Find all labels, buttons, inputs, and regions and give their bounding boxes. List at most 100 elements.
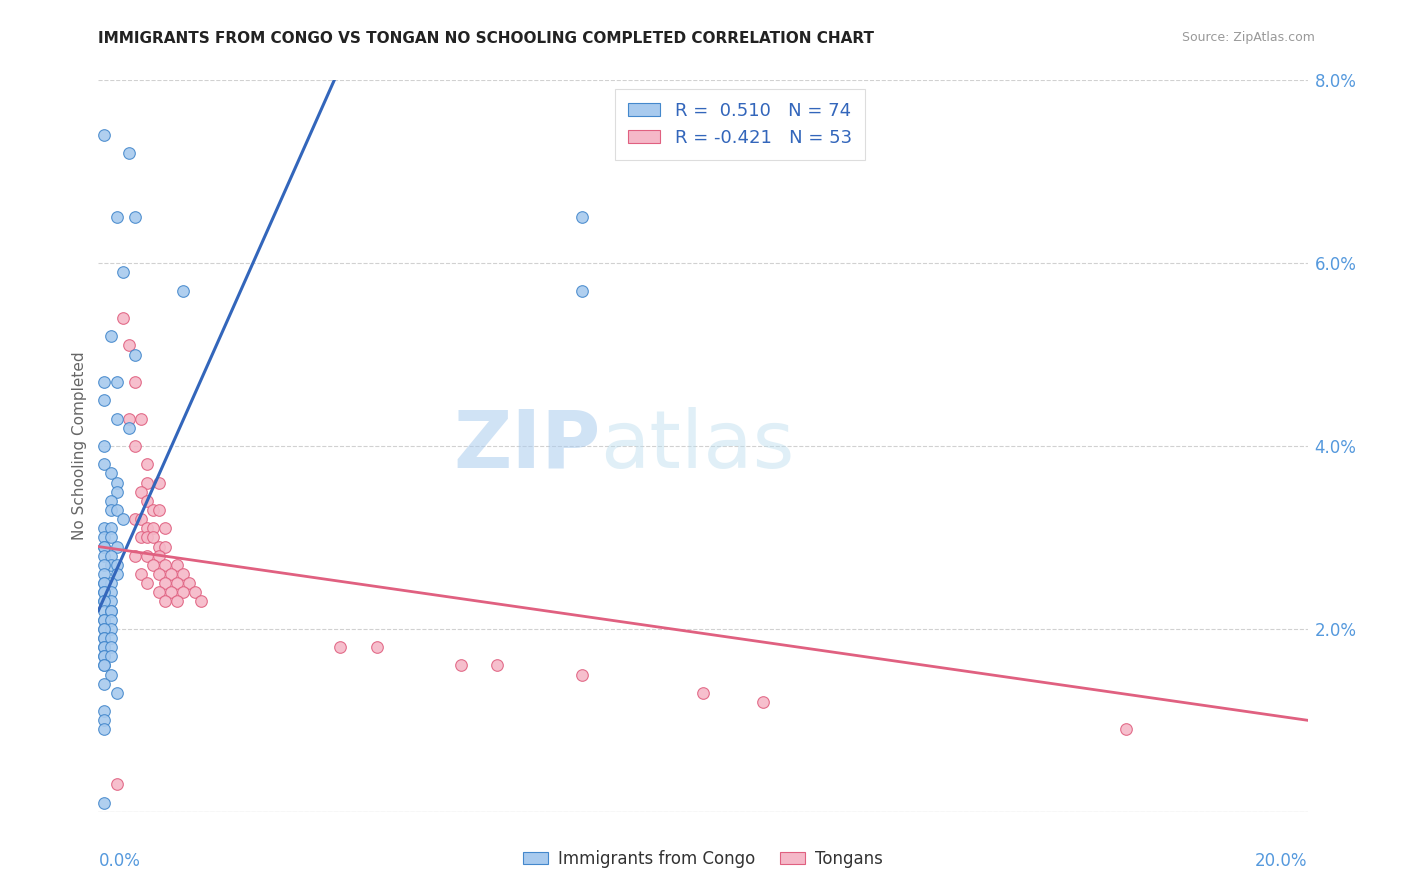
Point bbox=[118, 338, 141, 352]
Legend: R =  0.510   N = 74, R = -0.421   N = 53: R = 0.510 N = 74, R = -0.421 N = 53 bbox=[616, 89, 865, 160]
Point bbox=[118, 146, 141, 161]
Point bbox=[366, 640, 388, 655]
Point bbox=[100, 521, 122, 535]
Point bbox=[129, 512, 152, 526]
Point bbox=[93, 613, 115, 627]
Point bbox=[93, 613, 115, 627]
Point bbox=[93, 567, 115, 582]
Point bbox=[93, 128, 115, 143]
Point bbox=[93, 585, 115, 599]
Point bbox=[100, 530, 122, 544]
Point bbox=[100, 329, 122, 343]
Point bbox=[105, 484, 128, 499]
Point bbox=[93, 458, 115, 472]
Text: IMMIGRANTS FROM CONGO VS TONGAN NO SCHOOLING COMPLETED CORRELATION CHART: IMMIGRANTS FROM CONGO VS TONGAN NO SCHOO… bbox=[98, 31, 875, 46]
Point bbox=[93, 631, 115, 645]
Point bbox=[93, 649, 115, 664]
Point bbox=[93, 640, 115, 655]
Point bbox=[124, 347, 146, 362]
Point bbox=[93, 558, 115, 572]
Point bbox=[135, 494, 157, 508]
Point bbox=[135, 576, 157, 591]
Point bbox=[105, 475, 128, 490]
Point bbox=[93, 576, 115, 591]
Point bbox=[142, 558, 165, 572]
Point bbox=[100, 494, 122, 508]
Point bbox=[93, 723, 115, 737]
Point bbox=[135, 521, 157, 535]
Text: atlas: atlas bbox=[600, 407, 794, 485]
Text: Source: ZipAtlas.com: Source: ZipAtlas.com bbox=[1181, 31, 1315, 45]
Point bbox=[148, 540, 170, 554]
Point bbox=[752, 695, 775, 709]
Point bbox=[692, 686, 714, 700]
Point bbox=[100, 667, 122, 681]
Point bbox=[166, 558, 188, 572]
Point bbox=[148, 475, 170, 490]
Point bbox=[93, 714, 115, 728]
Point bbox=[100, 613, 122, 627]
Point bbox=[93, 439, 115, 453]
Point bbox=[135, 475, 157, 490]
Point bbox=[160, 567, 183, 582]
Point bbox=[93, 622, 115, 636]
Point bbox=[100, 467, 122, 481]
Point bbox=[105, 686, 128, 700]
Point bbox=[148, 503, 170, 517]
Point bbox=[93, 576, 115, 591]
Point bbox=[93, 594, 115, 608]
Point bbox=[148, 567, 170, 582]
Point bbox=[100, 649, 122, 664]
Point bbox=[105, 411, 128, 425]
Point bbox=[105, 540, 128, 554]
Point bbox=[100, 640, 122, 655]
Point bbox=[100, 549, 122, 563]
Y-axis label: No Schooling Completed: No Schooling Completed bbox=[72, 351, 87, 541]
Point bbox=[153, 594, 176, 608]
Text: 0.0%: 0.0% bbox=[98, 852, 141, 870]
Point bbox=[172, 567, 194, 582]
Point bbox=[124, 375, 146, 389]
Point bbox=[93, 704, 115, 718]
Point bbox=[93, 622, 115, 636]
Point bbox=[172, 585, 194, 599]
Point bbox=[105, 558, 128, 572]
Point bbox=[129, 530, 152, 544]
Point bbox=[124, 512, 146, 526]
Point bbox=[111, 311, 134, 326]
Point bbox=[93, 393, 115, 408]
Point bbox=[100, 585, 122, 599]
Point bbox=[571, 667, 593, 681]
Point bbox=[111, 265, 134, 279]
Point bbox=[153, 540, 176, 554]
Point bbox=[124, 211, 146, 225]
Point bbox=[100, 604, 122, 618]
Point bbox=[93, 658, 115, 673]
Point bbox=[135, 458, 157, 472]
Point bbox=[100, 631, 122, 645]
Point bbox=[179, 576, 201, 591]
Point bbox=[190, 594, 212, 608]
Point bbox=[93, 540, 115, 554]
Point bbox=[105, 375, 128, 389]
Point bbox=[100, 558, 122, 572]
Point bbox=[142, 530, 165, 544]
Point bbox=[100, 576, 122, 591]
Point bbox=[105, 567, 128, 582]
Point bbox=[153, 521, 176, 535]
Point bbox=[93, 540, 115, 554]
Point bbox=[100, 594, 122, 608]
Point bbox=[135, 549, 157, 563]
Point bbox=[142, 521, 165, 535]
Point bbox=[93, 549, 115, 563]
Point bbox=[105, 503, 128, 517]
Point bbox=[100, 503, 122, 517]
Point bbox=[329, 640, 352, 655]
Point bbox=[93, 585, 115, 599]
Point bbox=[93, 530, 115, 544]
Point bbox=[118, 411, 141, 425]
Point bbox=[93, 521, 115, 535]
Point bbox=[172, 284, 194, 298]
Point bbox=[450, 658, 472, 673]
Legend: Immigrants from Congo, Tongans: Immigrants from Congo, Tongans bbox=[516, 844, 890, 875]
